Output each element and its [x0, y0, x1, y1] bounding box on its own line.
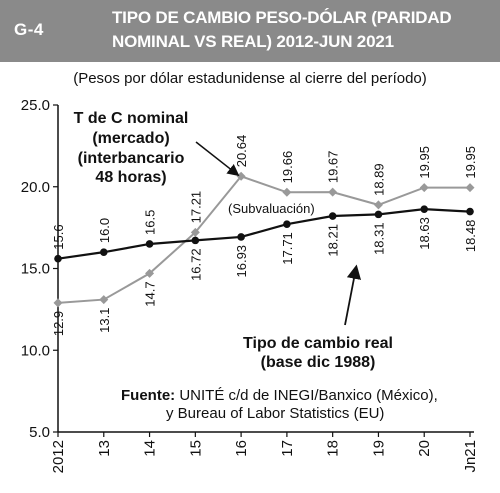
- source-line-2: y Bureau of Labor Statistics (EU): [166, 405, 384, 422]
- real-series-line: [57, 208, 471, 260]
- y-tick-label: 5.0: [29, 424, 50, 441]
- nominal-data-label: 19.95: [463, 146, 478, 179]
- real-data-label: 16.93: [234, 245, 249, 278]
- nominal-data-label: 19.66: [280, 151, 295, 184]
- real-data-label: 16.5: [143, 210, 158, 235]
- nominal-point: [465, 183, 475, 193]
- nominal-point: [282, 187, 292, 197]
- real-data-label: 15.6: [51, 224, 66, 249]
- x-tick-label: 18: [325, 440, 342, 457]
- chart-header: G-4 TIPO DE CAMBIO PESO-DÓLAR (PARIDAD N…: [0, 0, 500, 62]
- real-point: [145, 240, 154, 248]
- real-point: [191, 236, 200, 245]
- nominal-point: [373, 200, 383, 210]
- nominal-data-label: 12.9: [51, 311, 66, 336]
- source-text: UNITÉ c/d de INEGI/Banxico (México),: [179, 387, 437, 404]
- x-tick-label: Jn21: [462, 440, 479, 473]
- real-point: [374, 210, 383, 219]
- x-tick-label: 13: [96, 440, 113, 457]
- real-series-label: (base dic 1988): [261, 354, 376, 371]
- nominal-series-label: 48 horas): [95, 169, 166, 186]
- y-tick-label: 10.0: [21, 342, 50, 359]
- nominal-data-label: 18.89: [371, 163, 386, 196]
- real-annotation-arrow: [344, 264, 362, 326]
- nominal-point: [53, 298, 63, 308]
- x-tick-label: 2012: [50, 440, 67, 473]
- real-point: [466, 207, 474, 216]
- real-data-label: 18.21: [326, 224, 341, 257]
- nominal-data-label: 20.64: [234, 135, 249, 168]
- chart-subtitle: (Pesos por dólar estadunidense al cierre…: [73, 70, 427, 87]
- nominal-series-line: [57, 175, 470, 304]
- real-point: [237, 233, 245, 241]
- nominal-point: [328, 187, 338, 197]
- real-point: [99, 248, 108, 256]
- x-tick-label: 20: [416, 440, 433, 457]
- x-tick-label: 19: [370, 440, 387, 457]
- nominal-point: [145, 268, 155, 278]
- nominal-series-label: T de C nominal: [74, 110, 189, 127]
- chart-title-line-2: NOMINAL VS REAL) 2012-JUN 2021: [112, 32, 394, 51]
- y-tick-label: 25.0: [21, 97, 50, 114]
- nominal-data-label: 13.1: [97, 308, 112, 333]
- nominal-point: [99, 295, 109, 305]
- real-point: [328, 212, 337, 220]
- real-point: [54, 254, 62, 263]
- x-tick-label: 15: [187, 440, 204, 457]
- nominal-data-label: 14.7: [143, 281, 158, 306]
- chart-title: TIPO DE CAMBIO PESO-DÓLAR (PARIDAD NOMIN…: [112, 6, 492, 54]
- real-data-label: 17.71: [280, 232, 295, 265]
- x-tick-label: 14: [142, 440, 159, 457]
- real-series-label: Tipo de cambio real: [243, 335, 393, 352]
- nominal-data-label: 19.67: [326, 151, 341, 184]
- y-tick-label: 15.0: [21, 261, 50, 278]
- source-line-1: Fuente: UNITÉ c/d de INEGI/Banxico (Méxi…: [121, 387, 438, 404]
- subvaluacion-annotation: (Subvaluación): [228, 201, 315, 216]
- nominal-point: [419, 183, 429, 193]
- source-label: Fuente:: [121, 387, 179, 404]
- nominal-series-label: (mercado): [92, 130, 169, 147]
- real-data-label: 18.31: [371, 222, 386, 255]
- x-tick-label: 16: [233, 440, 250, 457]
- x-tick-label: 17: [279, 440, 296, 457]
- nominal-data-label: 19.95: [417, 146, 432, 179]
- real-data-label: 16.0: [97, 218, 112, 243]
- real-data-label: 16.72: [188, 248, 203, 281]
- real-data-label: 18.48: [463, 220, 478, 253]
- real-data-label: 18.63: [417, 217, 432, 250]
- nominal-point: [190, 227, 200, 237]
- nominal-annotation-arrow: [195, 141, 240, 177]
- chart-title-line-1: TIPO DE CAMBIO PESO-DÓLAR (PARIDAD: [112, 8, 452, 27]
- real-point: [420, 205, 429, 213]
- nominal-series-label: (interbancario: [78, 150, 185, 167]
- nominal-data-label: 17.21: [188, 191, 203, 224]
- y-tick-label: 20.0: [21, 179, 50, 196]
- chart-code: G-4: [14, 20, 44, 39]
- real-point: [283, 220, 291, 228]
